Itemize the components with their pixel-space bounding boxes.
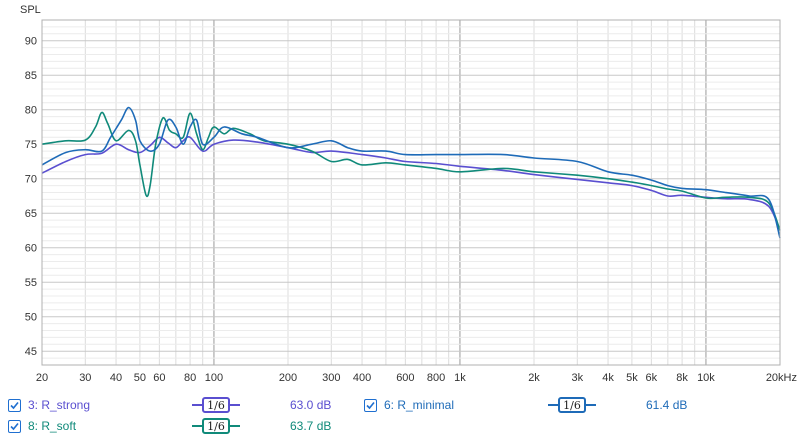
checkbox-r-minimal[interactable] <box>364 398 377 412</box>
x-tick-label: 40 <box>110 372 122 384</box>
smoothing-button[interactable]: 1/6 <box>202 418 230 434</box>
checkbox-r-soft[interactable] <box>8 419 21 433</box>
series-lines <box>41 106 781 239</box>
series-swatch-line <box>192 404 202 406</box>
smoothing-button[interactable]: 1/6 <box>558 397 586 413</box>
series-line-r-soft <box>41 111 781 231</box>
level-r-strong: 63.0 dB <box>290 398 332 412</box>
x-tick-label: 8k <box>676 372 688 384</box>
legend-label-r-minimal: 6: R_minimal <box>384 398 455 412</box>
x-tick-label: 60 <box>153 372 165 384</box>
series-swatch-line <box>586 404 596 406</box>
x-tick-label: 3k <box>572 372 584 384</box>
x-tick-label: 100 <box>205 372 223 384</box>
x-tick-label: 20kHz <box>766 372 797 384</box>
series-line-r-strong <box>41 136 781 231</box>
series-line-r-minimal <box>41 106 781 239</box>
y-tick-label: 90 <box>25 36 37 48</box>
series-swatch-line <box>548 404 558 406</box>
x-tick-label: 400 <box>353 372 371 384</box>
smoothing-button[interactable]: 1/6 <box>202 397 230 413</box>
x-tick-label: 20 <box>36 372 48 384</box>
tick-labels: 45 50 55 60 65 70 75 80 85 90 20 30 40 50 60 80 100 200 30… <box>25 36 797 384</box>
x-tick-label: 5k <box>626 372 638 384</box>
y-tick-label: 45 <box>25 346 37 358</box>
plot-frame <box>41 19 781 366</box>
x-tick-label: 80 <box>184 372 196 384</box>
legend-item-r-minimal[interactable]: 6: R_minimal <box>364 395 454 415</box>
y-tick-label: 85 <box>25 70 37 82</box>
y-tick-label: 70 <box>25 174 37 186</box>
x-tick-label: 200 <box>279 372 297 384</box>
x-tick-label: 300 <box>322 372 340 384</box>
x-tick-label: 6k <box>646 372 658 384</box>
level-r-minimal: 61.4 dB <box>646 398 688 412</box>
frequency-response-chart: 45 50 55 60 65 70 75 80 85 90 20 30 40 50 60 80 100 200 30… <box>20 4 797 384</box>
smoothing-control-r-minimal[interactable]: 1/6 <box>548 395 596 415</box>
x-tick-label: 1k <box>454 372 466 384</box>
x-tick-label: 600 <box>396 372 414 384</box>
legend-item-r-strong[interactable]: 3: R_strong <box>8 395 90 415</box>
grid <box>41 19 781 366</box>
legend-label-r-soft: 8: R_soft <box>28 419 77 433</box>
checkmark-icon <box>366 401 375 409</box>
y-tick-label: 80 <box>25 105 37 117</box>
series-swatch-line <box>192 425 202 427</box>
series-swatch-line <box>230 404 240 406</box>
x-tick-label: 800 <box>427 372 445 384</box>
y-tick-label: 75 <box>25 139 37 151</box>
smoothing-control-r-strong[interactable]: 1/6 <box>192 395 240 415</box>
checkbox-r-strong[interactable] <box>8 398 21 412</box>
x-tick-label: 10k <box>697 372 715 384</box>
checkmark-icon <box>10 422 19 430</box>
legend-label-r-strong: 3: R_strong <box>28 398 91 412</box>
x-tick-label: 4k <box>602 372 614 384</box>
y-tick-label: 60 <box>25 243 37 255</box>
y-tick-label: 50 <box>25 312 37 324</box>
series-swatch-line <box>230 425 240 427</box>
level-r-soft: 63.7 dB <box>290 419 332 433</box>
smoothing-control-r-soft[interactable]: 1/6 <box>192 416 240 436</box>
y-tick-label: 65 <box>25 208 37 220</box>
legend: 3: R_strong 1/6 63.0 dB 8: R_soft 1/6 63… <box>0 392 800 437</box>
checkmark-icon <box>10 401 19 409</box>
legend-item-r-soft[interactable]: 8: R_soft <box>8 416 76 436</box>
x-tick-label: 30 <box>79 372 91 384</box>
y-tick-label: 55 <box>25 277 37 289</box>
x-tick-label: 2k <box>528 372 540 384</box>
y-axis-label: SPL <box>20 4 41 16</box>
x-tick-label: 50 <box>134 372 146 384</box>
